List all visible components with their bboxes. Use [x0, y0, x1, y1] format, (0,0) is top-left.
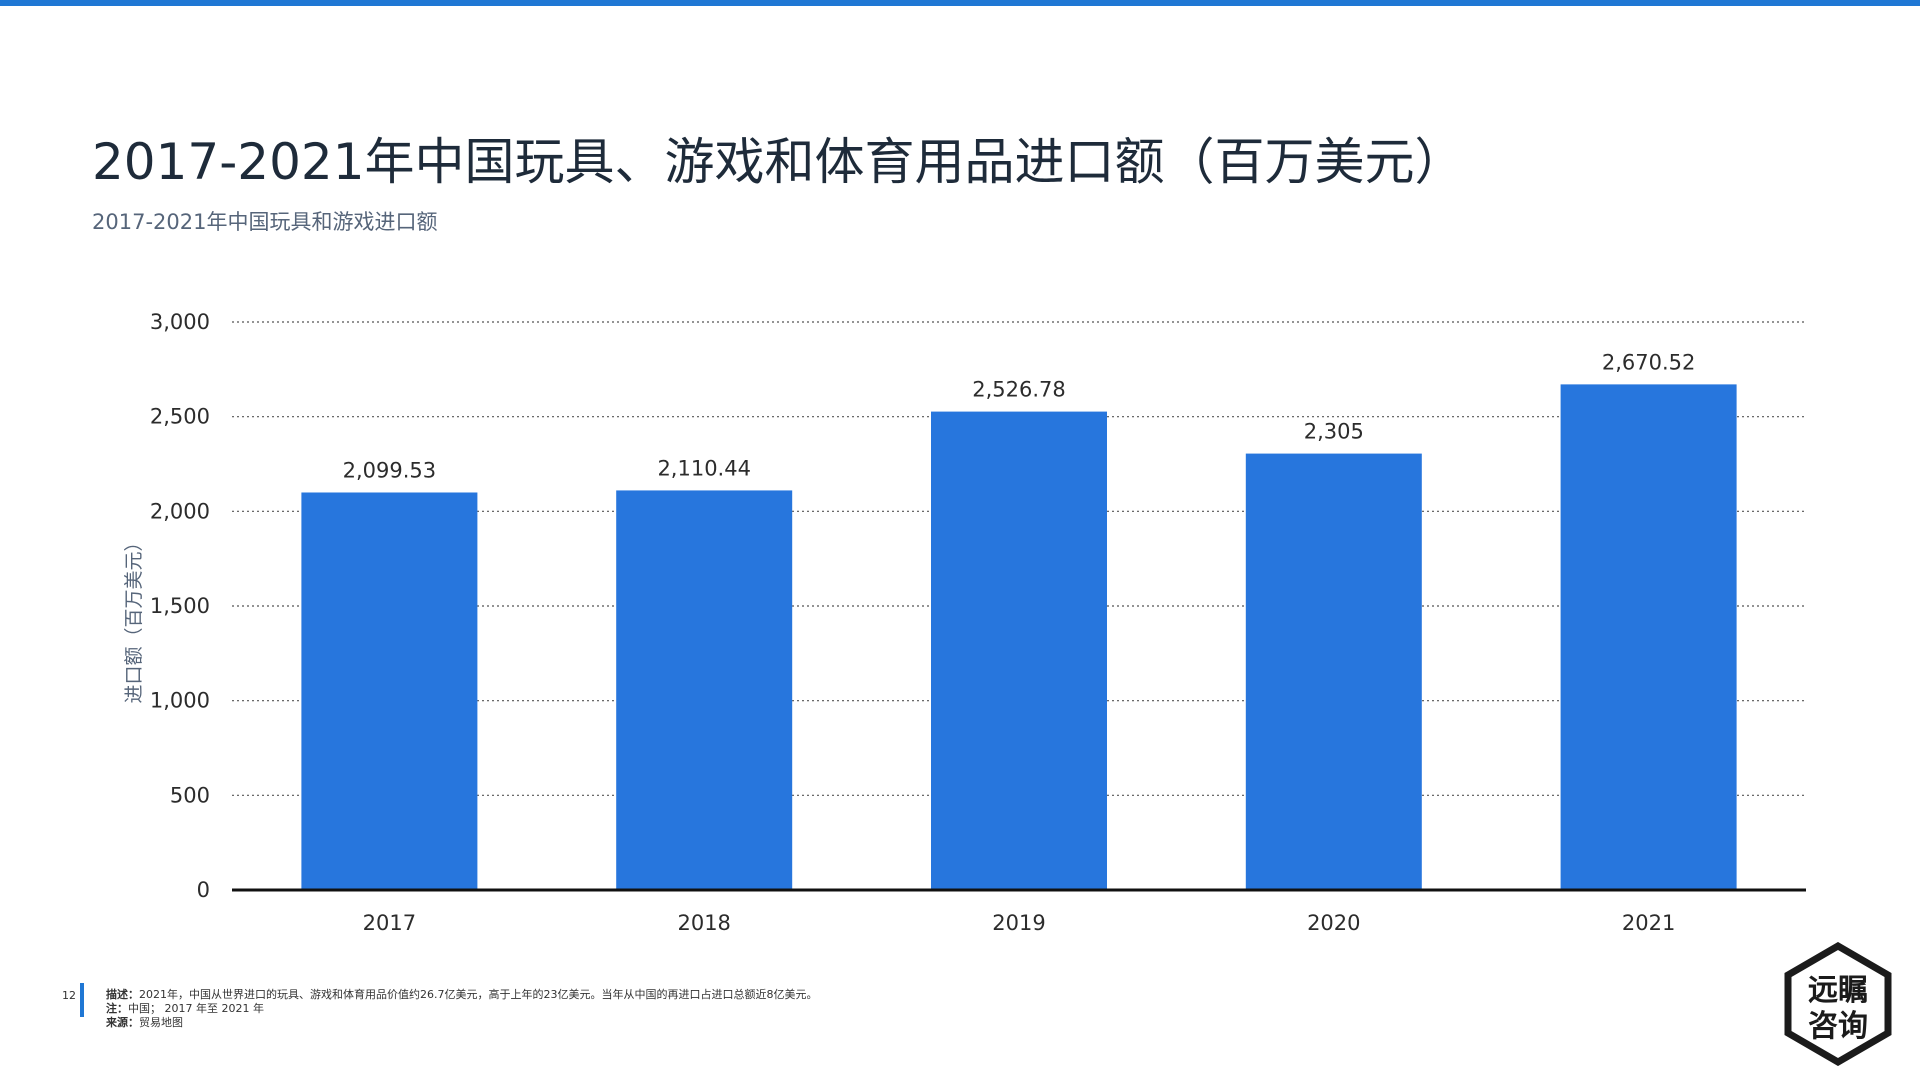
page-number: 12 [62, 989, 76, 1002]
top-accent-bar [0, 0, 1920, 6]
footer-accent-bar [80, 983, 84, 1017]
bar-value-label: 2,099.53 [343, 458, 437, 482]
y-tick-label: 1,500 [150, 594, 210, 618]
bar-value-label: 2,110.44 [657, 456, 751, 480]
x-tick-label: 2021 [1622, 911, 1675, 935]
x-tick-label: 2018 [677, 911, 730, 935]
bar [1560, 384, 1737, 890]
footer-note-label: 注： [106, 1002, 128, 1015]
footer-source-label: 来源： [106, 1016, 139, 1029]
y-tick-label: 2,500 [150, 405, 210, 429]
x-tick-label: 2020 [1307, 911, 1360, 935]
footer-note-text: 中国； 2017 年至 2021 年 [128, 1002, 264, 1015]
bar [931, 411, 1107, 890]
y-tick-label: 1,000 [150, 689, 210, 713]
company-logo: 远瞩 咨询 [1784, 942, 1892, 1066]
footer-notes: 描述：2021年，中国从世界进口的玩具、游戏和体育用品价值约26.7亿美元，高于… [106, 988, 817, 1030]
logo-text-line1: 远瞩 [1808, 973, 1868, 1008]
bar [301, 492, 478, 890]
footer-source-text: 贸易地图 [139, 1016, 183, 1029]
footer-source: 来源：贸易地图 [106, 1016, 817, 1030]
bar-value-label: 2,670.52 [1602, 350, 1696, 374]
x-tick-label: 2017 [363, 911, 416, 935]
footer-note: 注：中国； 2017 年至 2021 年 [106, 1002, 817, 1016]
y-tick-label: 3,000 [150, 310, 210, 334]
footer-desc-text: 2021年，中国从世界进口的玩具、游戏和体育用品价值约26.7亿美元，高于上年的… [139, 988, 818, 1001]
footer-desc-label: 描述： [106, 988, 139, 1001]
bar [1245, 453, 1422, 890]
logo-text-line2: 咨询 [1808, 1009, 1868, 1044]
page-title: 2017-2021年中国玩具、游戏和体育用品进口额（百万美元） [92, 133, 1465, 191]
bar-value-label: 2,526.78 [972, 378, 1066, 402]
y-axis-label: 进口额（百万美元） [123, 532, 145, 703]
chart-subtitle: 2017-2021年中国玩具和游戏进口额 [92, 210, 438, 234]
bar [616, 490, 793, 890]
x-tick-label: 2019 [992, 911, 1045, 935]
y-tick-label: 2,000 [150, 499, 210, 523]
y-tick-label: 0 [197, 878, 210, 902]
bar-value-label: 2,305 [1304, 420, 1364, 444]
y-tick-label: 500 [170, 783, 210, 807]
footer-description: 描述：2021年，中国从世界进口的玩具、游戏和体育用品价值约26.7亿美元，高于… [106, 988, 817, 1002]
